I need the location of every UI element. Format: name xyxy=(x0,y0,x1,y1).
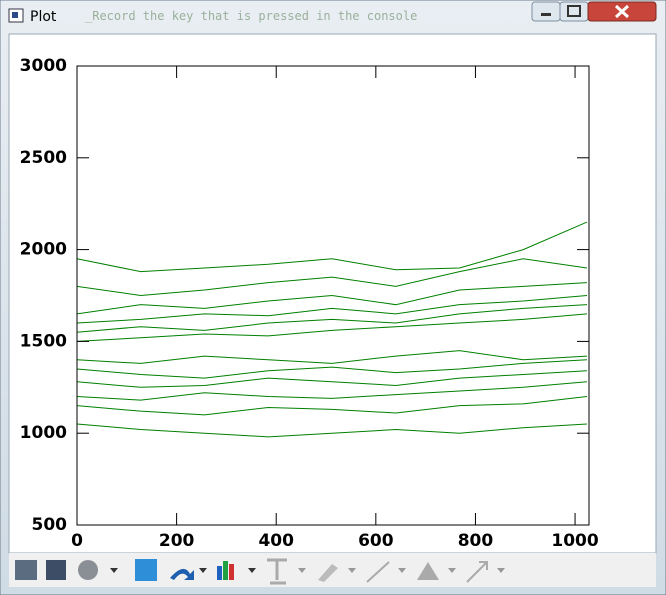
y-tick-label: 500 xyxy=(32,515,68,535)
axes-box xyxy=(76,65,590,526)
dropdown-arrow xyxy=(398,568,406,573)
dropdown-arrow xyxy=(199,568,207,573)
y-tick-label: 3000 xyxy=(20,56,67,76)
x-tick-label: 0 xyxy=(71,531,83,551)
data-line xyxy=(76,381,588,401)
maximize-glyph xyxy=(567,5,581,17)
shape-tool[interactable] xyxy=(417,562,439,580)
dropdown-arrow xyxy=(348,568,356,573)
data-line xyxy=(76,282,588,315)
plot: 500 1000 1500 2000 2500 3000 0 200 400 600 800 1000 xyxy=(20,56,599,551)
close-glyph xyxy=(614,4,630,19)
dropdown-arrow xyxy=(497,568,505,573)
data-line xyxy=(76,350,588,364)
y-tick-label: 1000 xyxy=(20,423,67,443)
maximize-button[interactable] xyxy=(559,1,589,22)
dropdown-arrow xyxy=(248,568,256,573)
data-line xyxy=(76,359,588,379)
annotate-tool[interactable] xyxy=(318,564,338,582)
x-tick-label: 400 xyxy=(258,531,294,551)
y-tick-label: 1500 xyxy=(20,331,67,351)
data-line xyxy=(76,395,588,416)
dropdown-arrow xyxy=(298,568,306,573)
line-tool[interactable] xyxy=(366,561,390,583)
chart-type-bar xyxy=(223,561,228,580)
minimize-button[interactable] xyxy=(531,1,561,22)
settings-button[interactable] xyxy=(78,560,98,580)
data-line xyxy=(76,313,588,342)
arrow-tool[interactable] xyxy=(466,561,488,583)
data-line xyxy=(76,304,588,333)
y-tick-label: 2500 xyxy=(20,148,67,168)
data-line xyxy=(76,258,588,297)
x-tick-label: 800 xyxy=(458,531,494,551)
window-title: Plot xyxy=(30,9,57,25)
text-tool[interactable] xyxy=(267,558,287,585)
fit-button[interactable] xyxy=(135,559,157,581)
data-line xyxy=(76,221,588,273)
dropdown-arrow xyxy=(110,568,118,573)
minimize-glyph xyxy=(541,13,551,16)
dropdown-arrow xyxy=(448,568,456,573)
x-tick-label: 600 xyxy=(358,531,394,551)
y-tick-label: 2000 xyxy=(20,240,67,260)
window-icon-inner xyxy=(12,12,18,18)
behind-text: _Record the key that is pressed in the c… xyxy=(85,9,417,23)
chart-type-button[interactable] xyxy=(217,566,222,580)
data-line xyxy=(76,370,588,388)
print-button[interactable] xyxy=(15,560,37,580)
data-line xyxy=(76,295,588,324)
save-button[interactable] xyxy=(46,560,66,580)
data-line xyxy=(76,423,588,438)
plot-canvas xyxy=(8,33,657,554)
x-tick-label: 1000 xyxy=(551,531,598,551)
chart-type-bar xyxy=(229,564,234,580)
x-tick-label: 200 xyxy=(159,531,195,551)
toolbar-icons xyxy=(15,558,505,585)
undo-button[interactable] xyxy=(170,568,194,580)
